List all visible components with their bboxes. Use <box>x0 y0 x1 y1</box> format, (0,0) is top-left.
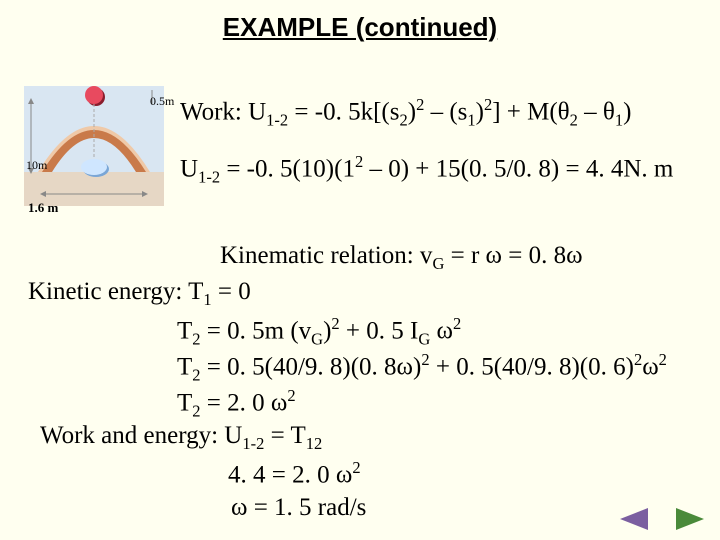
physics-diagram <box>24 86 164 206</box>
work-formula-line-2: U1-2 = -0. 5(10)(12 – 0) + 15(0. 5/0. 8)… <box>180 152 673 187</box>
kinetic-energy-t2-c: T2 = 2. 0 ω2 <box>177 386 296 421</box>
nav-arrows[interactable] <box>620 508 704 530</box>
kinetic-energy-t2-b: T2 = 0. 5(40/9. 8)(0. 8ω)2 + 0. 5(40/9. … <box>177 350 667 385</box>
nav-next-icon[interactable] <box>676 508 704 530</box>
kinematic-relation: Kinematic relation: vG = r ω = 0. 8ω <box>220 242 583 274</box>
nav-prev-icon[interactable] <box>620 508 648 530</box>
kinetic-energy-t2-a: T2 = 0. 5m (vG)2 + 0. 5 IG ω2 <box>177 314 461 349</box>
kinetic-energy-t1: Kinetic energy: T1 = 0 <box>28 278 251 310</box>
numeric-equation: 4. 4 = 2. 0 ω2 <box>228 458 361 489</box>
diagram-label-left: 10m <box>26 158 47 173</box>
diagram-label-bottom: 1.6 m <box>28 200 58 216</box>
work-formula-line-1: Work: U1-2 = -0. 5k[(s2)2 – (s1)2] + M(θ… <box>180 95 631 130</box>
diagram-label-right: 0.5m <box>150 94 174 109</box>
work-energy-equation: Work and energy: U1-2 = T12 <box>40 422 322 454</box>
ball-bottom <box>81 159 107 175</box>
slide-title: EXAMPLE (continued) <box>0 12 720 43</box>
ball-top <box>85 86 103 104</box>
omega-result: ω = 1. 5 rad/s <box>231 494 366 522</box>
